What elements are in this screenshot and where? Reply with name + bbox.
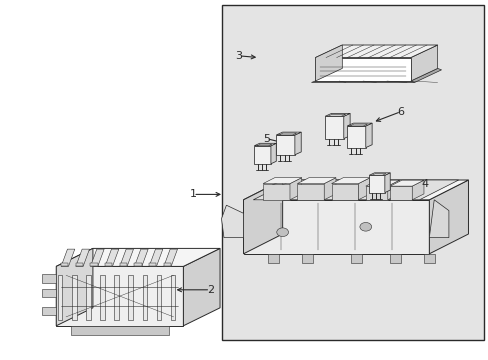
Text: 4: 4 bbox=[421, 179, 428, 189]
Polygon shape bbox=[411, 180, 423, 200]
Polygon shape bbox=[61, 263, 68, 266]
Polygon shape bbox=[267, 254, 278, 263]
Polygon shape bbox=[56, 266, 183, 326]
Polygon shape bbox=[71, 326, 168, 335]
Polygon shape bbox=[315, 45, 342, 81]
Polygon shape bbox=[56, 248, 93, 326]
Polygon shape bbox=[424, 254, 434, 263]
Circle shape bbox=[276, 228, 288, 237]
Polygon shape bbox=[76, 249, 89, 266]
Polygon shape bbox=[256, 144, 272, 146]
Polygon shape bbox=[297, 178, 335, 184]
Polygon shape bbox=[311, 81, 414, 82]
Polygon shape bbox=[327, 114, 345, 116]
Polygon shape bbox=[243, 200, 428, 254]
Polygon shape bbox=[297, 184, 324, 200]
Polygon shape bbox=[278, 133, 296, 135]
Polygon shape bbox=[325, 113, 349, 116]
Polygon shape bbox=[331, 184, 358, 200]
Polygon shape bbox=[343, 113, 349, 139]
Text: 5: 5 bbox=[263, 134, 269, 144]
Polygon shape bbox=[243, 180, 468, 200]
Text: 6: 6 bbox=[397, 107, 404, 117]
Polygon shape bbox=[221, 205, 243, 238]
Polygon shape bbox=[128, 275, 133, 320]
Polygon shape bbox=[270, 143, 276, 164]
Polygon shape bbox=[302, 254, 312, 263]
Polygon shape bbox=[134, 263, 142, 266]
Polygon shape bbox=[86, 275, 90, 320]
Polygon shape bbox=[368, 175, 384, 193]
Polygon shape bbox=[371, 174, 386, 175]
Polygon shape bbox=[315, 45, 437, 58]
Polygon shape bbox=[149, 249, 163, 266]
Polygon shape bbox=[350, 254, 361, 263]
Polygon shape bbox=[149, 263, 156, 266]
Circle shape bbox=[359, 222, 371, 231]
Text: 2: 2 bbox=[206, 285, 213, 295]
Polygon shape bbox=[105, 249, 119, 266]
Polygon shape bbox=[368, 173, 389, 175]
Polygon shape bbox=[142, 275, 147, 320]
Polygon shape bbox=[365, 123, 371, 148]
Polygon shape bbox=[254, 146, 270, 164]
Polygon shape bbox=[170, 275, 175, 320]
Text: 1: 1 bbox=[189, 189, 196, 199]
Text: 3: 3 bbox=[235, 51, 242, 61]
Polygon shape bbox=[276, 135, 294, 155]
Polygon shape bbox=[58, 275, 62, 320]
Polygon shape bbox=[90, 263, 98, 266]
Polygon shape bbox=[41, 289, 56, 297]
Polygon shape bbox=[163, 249, 177, 266]
Polygon shape bbox=[358, 178, 369, 200]
Polygon shape bbox=[384, 173, 389, 193]
Polygon shape bbox=[346, 126, 365, 148]
Polygon shape bbox=[134, 249, 148, 266]
Polygon shape bbox=[56, 248, 220, 266]
Polygon shape bbox=[61, 249, 75, 266]
Polygon shape bbox=[410, 45, 437, 81]
Polygon shape bbox=[263, 184, 289, 200]
Polygon shape bbox=[72, 275, 77, 320]
Polygon shape bbox=[263, 178, 301, 184]
Polygon shape bbox=[156, 275, 161, 320]
Polygon shape bbox=[331, 178, 369, 184]
Polygon shape bbox=[105, 263, 112, 266]
Polygon shape bbox=[365, 186, 387, 200]
Polygon shape bbox=[387, 180, 399, 200]
Polygon shape bbox=[41, 307, 56, 315]
Polygon shape bbox=[100, 275, 104, 320]
Polygon shape bbox=[76, 263, 83, 266]
Polygon shape bbox=[346, 123, 371, 126]
Polygon shape bbox=[163, 263, 171, 266]
Polygon shape bbox=[428, 180, 468, 254]
Polygon shape bbox=[120, 249, 133, 266]
Polygon shape bbox=[349, 124, 367, 126]
Polygon shape bbox=[315, 58, 410, 81]
Polygon shape bbox=[183, 248, 220, 326]
Polygon shape bbox=[253, 180, 458, 200]
Polygon shape bbox=[90, 249, 104, 266]
Polygon shape bbox=[389, 186, 411, 200]
Polygon shape bbox=[114, 275, 119, 320]
Polygon shape bbox=[243, 180, 282, 254]
Polygon shape bbox=[294, 132, 301, 155]
Polygon shape bbox=[254, 143, 276, 146]
Polygon shape bbox=[276, 132, 301, 135]
Polygon shape bbox=[365, 180, 399, 186]
Polygon shape bbox=[410, 68, 441, 82]
Polygon shape bbox=[324, 178, 335, 200]
Bar bbox=[222, 5, 483, 340]
Polygon shape bbox=[428, 200, 448, 238]
Polygon shape bbox=[325, 116, 343, 139]
Polygon shape bbox=[289, 178, 301, 200]
Polygon shape bbox=[120, 263, 127, 266]
Polygon shape bbox=[41, 274, 56, 283]
Polygon shape bbox=[389, 254, 400, 263]
Polygon shape bbox=[389, 180, 423, 186]
